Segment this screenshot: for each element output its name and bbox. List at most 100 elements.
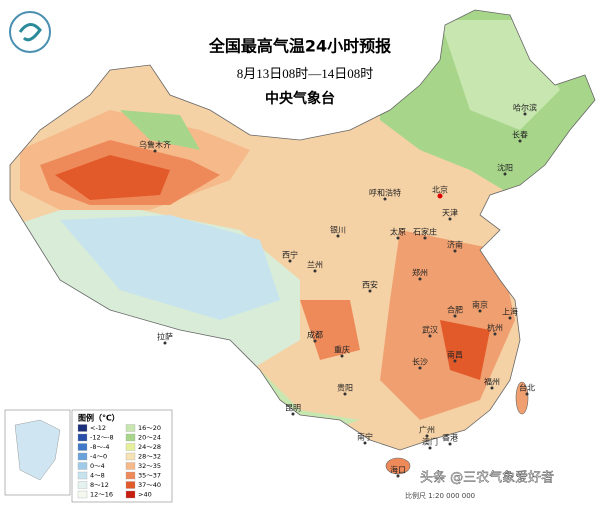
legend-swatch	[125, 424, 136, 432]
city-label: 重庆	[334, 345, 350, 355]
legend-label: 16～20	[138, 424, 161, 432]
city-dot	[313, 269, 317, 273]
legend-swatch	[125, 433, 136, 442]
city-dot	[313, 339, 317, 343]
legend-swatch	[125, 443, 136, 451]
legend-label: -8～-4	[90, 443, 109, 451]
legend-swatch	[77, 490, 88, 499]
city-dot	[368, 289, 372, 293]
city-label: 广州	[419, 425, 435, 435]
city-label: 香港	[442, 433, 458, 443]
scale: 比例尺 1:20 000 000	[405, 491, 475, 500]
legend-swatch	[125, 462, 136, 470]
city-dot	[523, 112, 527, 116]
city-dot	[453, 314, 457, 318]
city-label: 合肥	[447, 305, 463, 315]
city-label: 银川	[330, 225, 346, 235]
border	[9, 9, 596, 451]
city-label: 南昌	[447, 350, 463, 360]
watermark: 头条 @三农气象爱好者	[420, 470, 554, 486]
city-dot	[453, 249, 457, 253]
city-dot	[383, 197, 387, 201]
city-dot	[425, 434, 429, 438]
legend-label: >40	[138, 491, 152, 499]
legend-label: 32～35	[138, 462, 161, 470]
city-label: 长春	[512, 130, 528, 140]
city-label: 郑州	[412, 268, 428, 278]
logo-mark	[18, 23, 42, 42]
city-label: 福州	[484, 378, 500, 387]
city-label: 贵阳	[337, 383, 353, 393]
city-dot	[340, 354, 344, 358]
city-label: 太原	[390, 227, 406, 237]
city-dot	[291, 412, 295, 416]
logo	[9, 11, 51, 53]
legend-label: -12～-8	[90, 434, 114, 442]
city-label: 成都	[307, 330, 323, 340]
city-label: 台北	[519, 383, 535, 393]
legend-swatch	[77, 471, 88, 480]
legend-label: 0～4	[90, 462, 105, 470]
city-label: 天津	[442, 208, 458, 218]
city-label: 武汉	[422, 325, 438, 335]
legend-label: 20～24	[138, 434, 161, 442]
city-dot	[453, 359, 457, 363]
city-label: 北京	[432, 185, 448, 195]
legend-label: 28～32	[138, 453, 161, 461]
city-dot	[423, 236, 427, 240]
legend-label: 24～28	[138, 443, 161, 451]
city-dot	[428, 446, 432, 450]
city-label: 兰州	[307, 260, 323, 270]
city-dot	[493, 332, 497, 336]
legend-label: 35～37	[138, 472, 161, 480]
city-dot	[363, 441, 367, 445]
legend-title: 图例（℃）	[78, 413, 120, 423]
legend-swatch	[77, 452, 88, 461]
legend	[71, 409, 173, 503]
city-label: 南京	[472, 300, 488, 310]
city-dot	[518, 139, 522, 143]
city-dot	[163, 341, 167, 345]
city-dot	[428, 334, 432, 338]
city-dot	[448, 217, 452, 221]
city-label: 济南	[447, 240, 463, 250]
legend-swatch	[125, 452, 136, 461]
legend-swatch	[77, 462, 88, 470]
legend-label: 8～12	[90, 481, 109, 489]
city-dot	[418, 277, 422, 281]
legend-label: 4～8	[90, 472, 105, 480]
city-dot	[508, 316, 512, 320]
legend-label: <-12	[90, 424, 106, 432]
city-label: 长沙	[412, 357, 428, 367]
city-label: 乌鲁木齐	[139, 140, 171, 150]
city-label: 上海	[502, 307, 518, 317]
city-dot	[288, 259, 292, 263]
subtitle: 8月13日08时—14日08时	[237, 66, 374, 81]
legend-label: 37～40	[138, 481, 161, 489]
city-dot	[490, 386, 494, 390]
legend-swatch	[77, 443, 88, 451]
hainan	[385, 457, 411, 475]
city-label: 海口	[390, 465, 406, 475]
legend-swatch	[77, 433, 88, 442]
city-dot	[153, 149, 157, 153]
city-dot	[437, 193, 443, 199]
legend-swatch	[125, 481, 136, 489]
city-dot	[448, 442, 452, 446]
city-dot	[503, 172, 507, 176]
legend-swatch	[125, 471, 136, 480]
city-dot	[418, 366, 422, 370]
city-label: 拉萨	[157, 332, 173, 342]
city-label: 西安	[362, 280, 378, 290]
issuer: 中央气象台	[265, 90, 335, 107]
city-dot	[525, 392, 529, 396]
city-dot	[396, 236, 400, 240]
city-label: 澳门	[422, 437, 438, 447]
city-label: 呼和浩特	[369, 188, 401, 198]
city-label: 哈尔滨	[513, 103, 537, 113]
city-dot	[343, 392, 347, 396]
city-label: 沈阳	[497, 163, 513, 173]
inset-sea	[14, 419, 61, 481]
city-dot	[396, 474, 400, 478]
city-dot	[336, 234, 340, 238]
